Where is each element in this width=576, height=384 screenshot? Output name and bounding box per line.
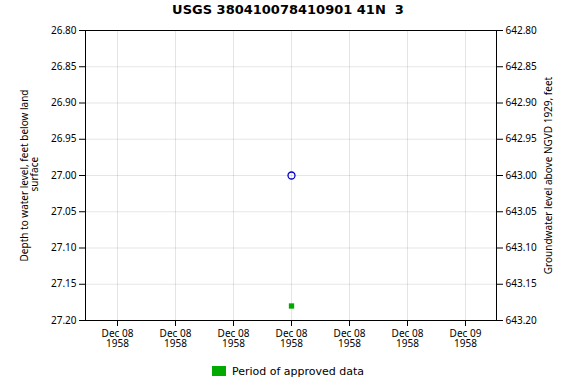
svg-text:Dec 091958: Dec 091958 <box>450 326 482 350</box>
svg-text:643.05: 643.05 <box>506 204 538 218</box>
svg-text:642.95: 642.95 <box>506 131 538 145</box>
svg-text:Depth to water level, feet bel: Depth to water level, feet below land su… <box>17 90 41 262</box>
svg-text:643.15: 643.15 <box>506 276 538 290</box>
svg-text:Dec 081958: Dec 081958 <box>218 326 250 350</box>
svg-text:Dec 081958: Dec 081958 <box>276 326 308 350</box>
svg-text:26.95: 26.95 <box>51 131 77 145</box>
svg-text:26.90: 26.90 <box>51 95 77 109</box>
svg-text:643.20: 643.20 <box>506 313 538 327</box>
svg-text:642.85: 642.85 <box>506 59 538 73</box>
svg-text:27.10: 27.10 <box>51 240 77 254</box>
svg-text:Dec 081958: Dec 081958 <box>392 326 424 350</box>
svg-text:642.80: 642.80 <box>506 23 538 37</box>
svg-text:Dec 081958: Dec 081958 <box>160 326 192 350</box>
svg-text:642.90: 642.90 <box>506 95 538 109</box>
svg-text:27.15: 27.15 <box>51 276 77 290</box>
svg-text:26.85: 26.85 <box>51 59 77 73</box>
svg-text:27.00: 27.00 <box>51 168 77 182</box>
html-text:USGS 380410078410901 41N 3: USGS 380410078410901 41N 3 <box>172 2 404 17</box>
svg-text:27.05: 27.05 <box>51 204 77 218</box>
html-text:Period of approved data: Period of approved data <box>231 364 365 378</box>
svg-text:Dec 081958: Dec 081958 <box>102 326 134 350</box>
svg-text:Groundwater level above NGVD 1: Groundwater level above NGVD 1929, feet <box>541 76 555 274</box>
svg-text:643.10: 643.10 <box>506 240 538 254</box>
svg-text:27.20: 27.20 <box>51 313 77 327</box>
svg-text:Dec 081958: Dec 081958 <box>334 326 366 350</box>
svg-text:643.00: 643.00 <box>506 168 538 182</box>
svg-text:26.80: 26.80 <box>51 23 77 37</box>
